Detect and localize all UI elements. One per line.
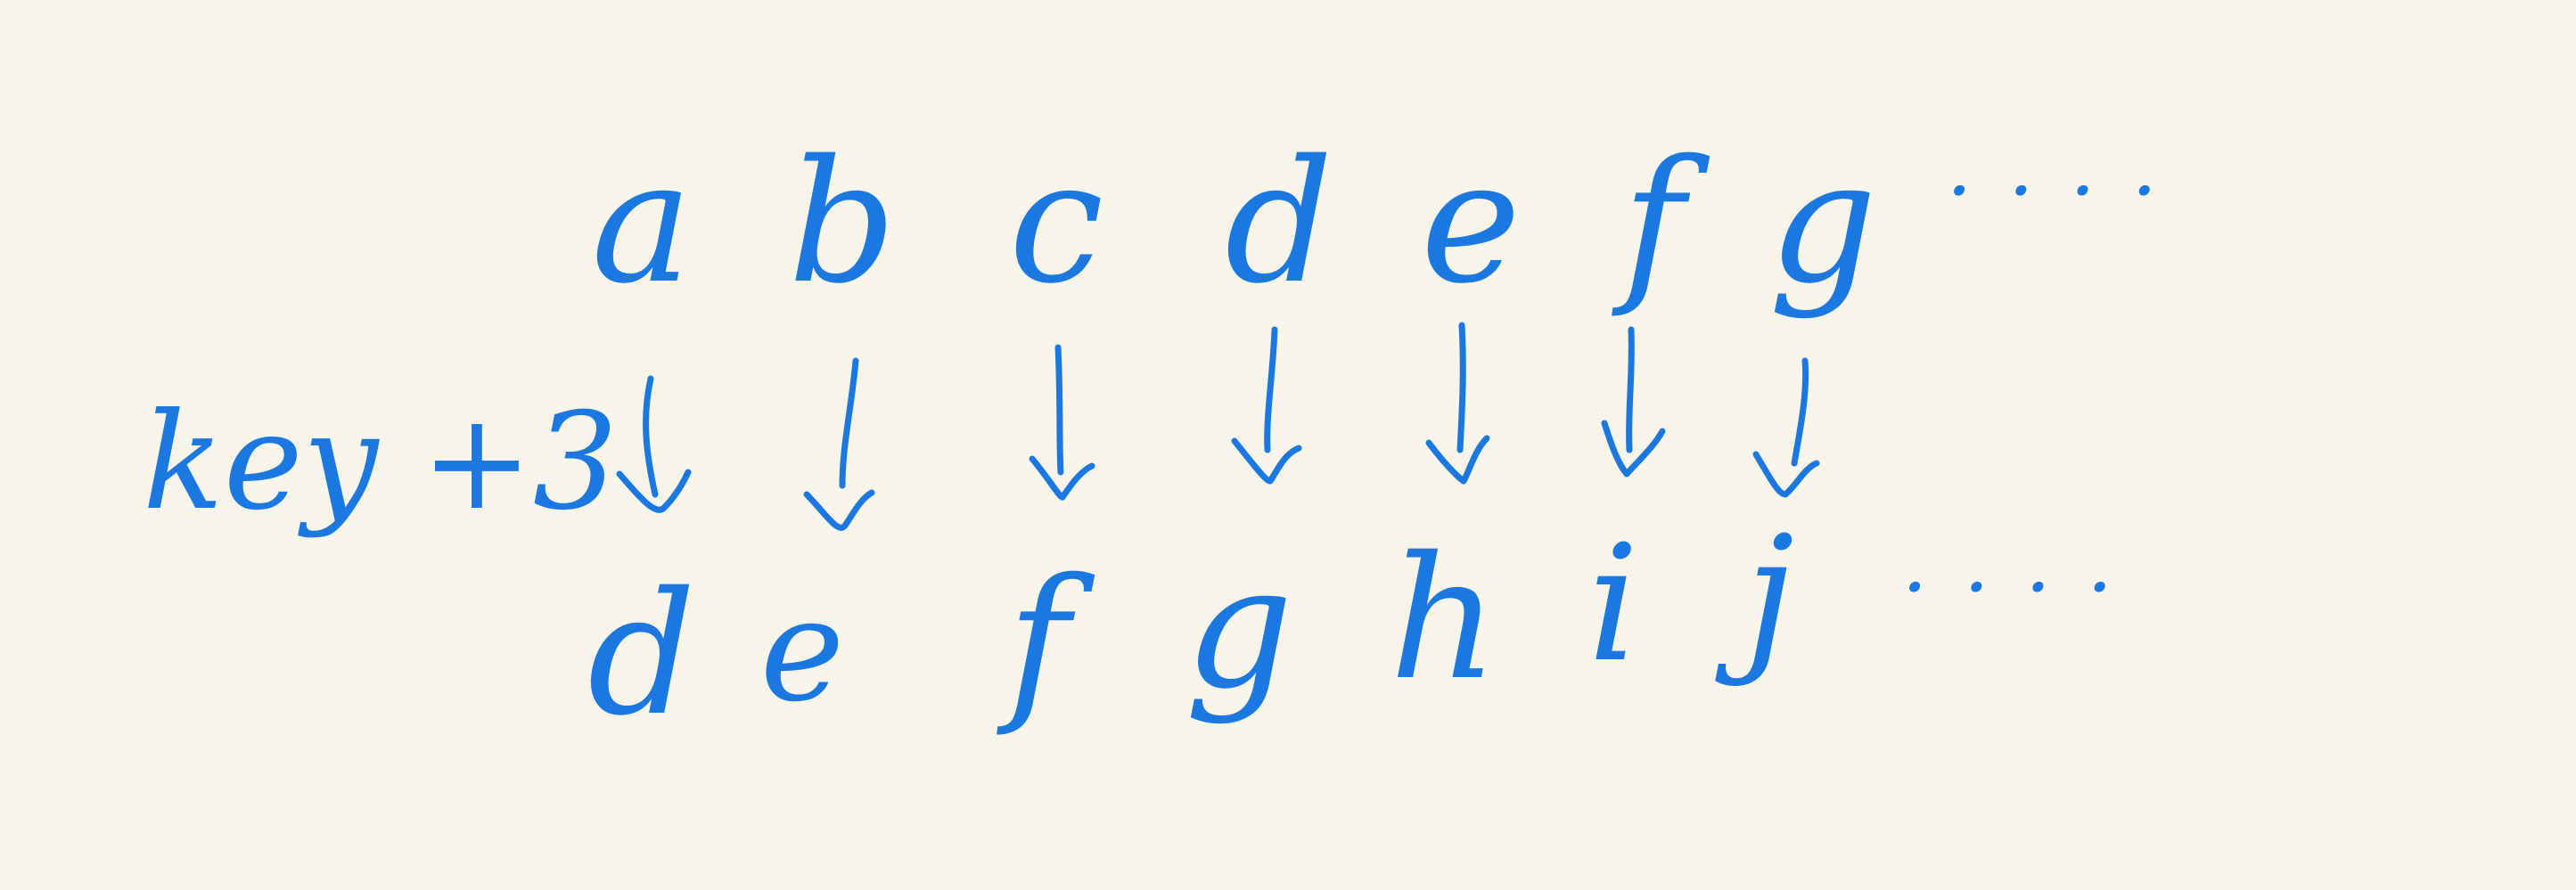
ciphertext-letter: j <box>1715 502 1794 689</box>
down-arrow-icon <box>1752 357 1820 498</box>
ciphertext-letter: e <box>760 567 845 733</box>
down-arrow-icon <box>1029 344 1095 501</box>
down-arrow-icon <box>803 357 875 531</box>
plaintext-letter: c <box>1009 124 1103 321</box>
ciphertext-letter: i <box>1587 511 1639 698</box>
ciphertext-ellipsis: · · · · <box>1902 541 2118 634</box>
plaintext-letter: g <box>1768 124 1877 321</box>
plaintext-letter: f <box>1612 124 1710 321</box>
down-arrow-icon <box>1231 326 1302 485</box>
down-arrow-icon <box>616 375 692 513</box>
ciphertext-letter: g <box>1185 529 1293 726</box>
ciphertext-letter: f <box>997 543 1095 739</box>
plaintext-row: a b c d e f g · · · · <box>591 124 2162 321</box>
plaintext-letter: a <box>591 124 692 321</box>
plaintext-letter: e <box>1421 124 1521 321</box>
plaintext-letter: d <box>1225 124 1333 321</box>
down-arrow-icon <box>1425 322 1490 485</box>
ciphertext-letter: d <box>587 556 696 753</box>
ciphertext-letter: h <box>1390 520 1498 717</box>
shift-label: key +3 <box>143 385 618 540</box>
ciphertext-row: d e f g h i j · · · · <box>587 502 2118 753</box>
down-arrow-icon <box>1601 326 1666 478</box>
plaintext-letter: b <box>788 124 897 321</box>
shift-arrows <box>616 322 1820 531</box>
plaintext-ellipsis: · · · · <box>1947 144 2162 238</box>
